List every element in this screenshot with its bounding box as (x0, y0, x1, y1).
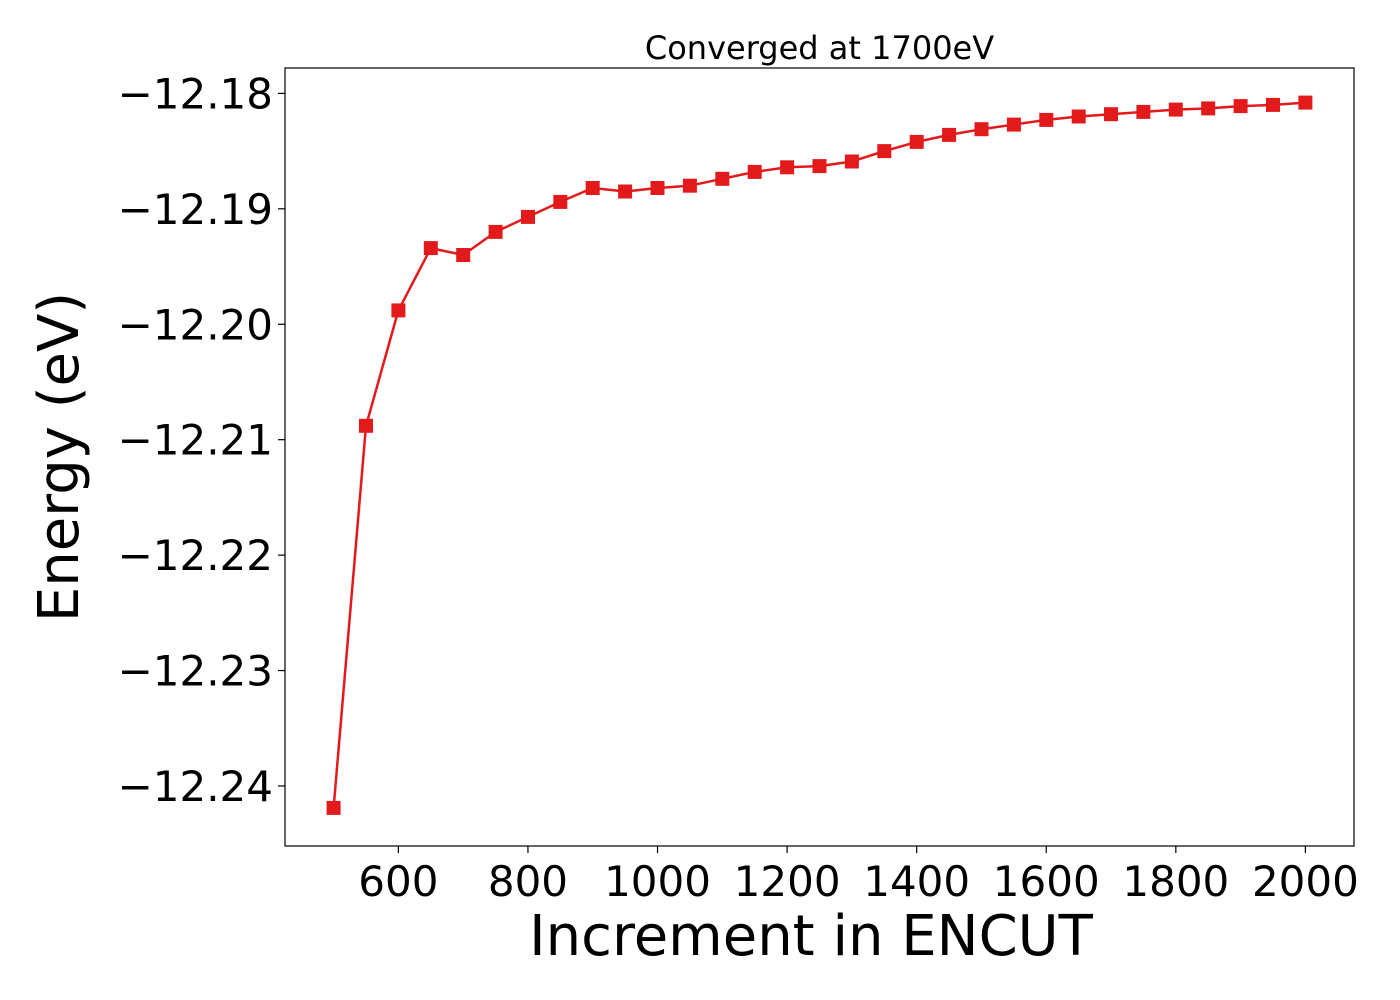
series-markers (326, 95, 1313, 815)
x-tick-label: 800 (488, 857, 568, 906)
data-point-marker (1006, 117, 1021, 132)
data-point-marker (747, 164, 762, 179)
data-point-marker (909, 134, 924, 149)
x-tick-label: 1000 (604, 857, 711, 906)
x-tick-label: 1400 (863, 857, 970, 906)
data-point-marker (715, 171, 730, 186)
data-point-marker (682, 178, 697, 193)
data-point-marker (1136, 104, 1151, 119)
y-tick-label: −12.21 (118, 416, 273, 465)
x-tick-label: 600 (358, 857, 438, 906)
data-point-marker (974, 122, 989, 137)
data-point-marker (812, 159, 827, 174)
y-tick-label: −12.20 (118, 300, 273, 349)
x-axis: 600 800 1000 1200 1400 1600 1800 2000 (358, 846, 1359, 906)
data-point-marker (553, 194, 568, 209)
y-tick-label: −12.24 (118, 762, 273, 811)
data-point-marker (1201, 101, 1216, 116)
x-tick-label: 2000 (1252, 857, 1359, 906)
data-point-marker (877, 144, 892, 159)
x-tick-label: 1600 (993, 857, 1100, 906)
data-point-marker (359, 418, 373, 433)
x-tick-label: 1200 (734, 857, 841, 906)
data-point-marker (942, 127, 957, 142)
data-point-marker (423, 241, 438, 256)
data-point-marker (1233, 99, 1248, 114)
chart-title: Converged at 1700eV (645, 29, 994, 67)
y-tick-label: −12.18 (118, 69, 273, 118)
data-point-marker (844, 154, 859, 169)
data-point-marker (650, 181, 665, 195)
data-point-marker (780, 160, 795, 175)
data-point-marker (1039, 112, 1054, 127)
y-axis-label: Energy (eV) (27, 292, 92, 622)
data-point-marker (391, 303, 406, 318)
data-point-marker (1071, 109, 1086, 124)
x-axis-label: Increment in ENCUT (529, 904, 1094, 969)
plot-area: 600 800 1000 1200 1400 1600 1800 2000 −12.18−12… (118, 67, 1359, 906)
data-point-marker (456, 248, 471, 262)
data-point-marker (585, 181, 600, 195)
y-tick-label: −12.19 (118, 185, 273, 234)
x-tick-label: 1800 (1122, 857, 1229, 906)
y-axis: −12.18 −12.19 −12.20 −12.21 −12.22 −12.23 −12.… (118, 69, 285, 811)
data-point-marker (1168, 102, 1183, 117)
data-point-marker (326, 800, 341, 815)
y-tick-label: −12.23 (118, 647, 273, 696)
data-point-marker (618, 184, 633, 199)
y-tick-label: −12.22 (118, 531, 273, 580)
plot-frame (284, 67, 1355, 847)
data-point-marker (1298, 95, 1313, 110)
data-point-marker (488, 224, 503, 239)
data-point-marker (1266, 97, 1280, 112)
data-point-marker (521, 209, 535, 224)
data-point-marker (1104, 107, 1118, 122)
